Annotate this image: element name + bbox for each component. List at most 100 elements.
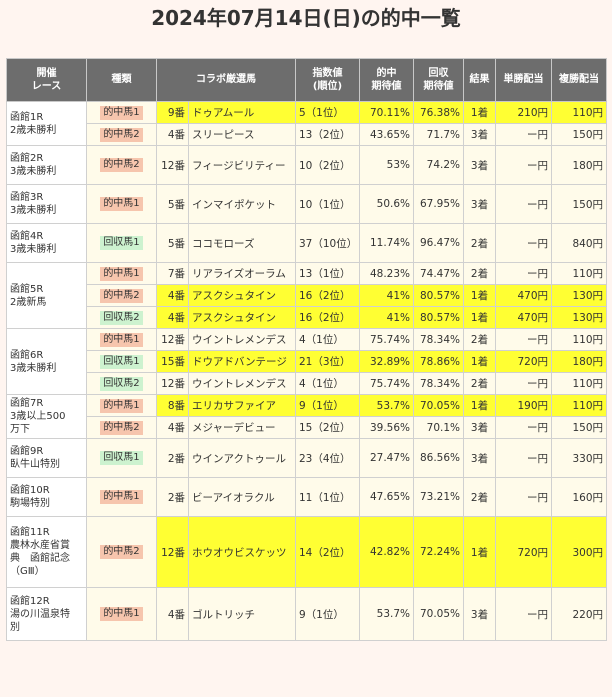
table-row: 函館10R 駒場特別 的中馬1 2番 ビーアイオラクル 11（1位） 47.65% 73.21… — [6, 477, 607, 517]
win-payout: ー円 — [495, 416, 552, 439]
horse-number: 5番 — [156, 223, 189, 263]
win-payout: ー円 — [495, 372, 552, 395]
type-badge: 的中馬1 — [100, 490, 143, 504]
table-row: 函館2R 3歳未勝利 的中馬2 12番 フィージビリティー 10（2位） 53% 74.2% 3… — [6, 145, 607, 185]
place-payout: 220円 — [551, 587, 607, 641]
hit-expectation: 50.6% — [359, 184, 414, 224]
index-value: 4（1位） — [295, 328, 360, 351]
horse-name: ホウオウビスケッツ — [188, 516, 296, 588]
table-row: 函館7R 3歳以上500 万下 的中馬1 8番 エリカサファイア 9（1位） 53.7% 70.… — [6, 394, 607, 439]
hit-expectation: 27.47% — [359, 438, 414, 478]
recovery-expectation: 70.05% — [413, 394, 464, 417]
header-hit-expect: 的中 期待値 — [359, 58, 414, 102]
horse-number: 7番 — [156, 262, 189, 285]
recovery-expectation: 80.57% — [413, 284, 464, 307]
race-name: 函館12R 湯の川温泉特別 — [6, 587, 87, 641]
place-payout: 110円 — [551, 394, 607, 417]
win-payout: 720円 — [495, 350, 552, 373]
table-row: 函館12R 湯の川温泉特別的中馬1 4番 ゴルトリッチ 9（1位） 53.7% 70.05%… — [6, 587, 607, 641]
header-recovery-expect: 回収 期待値 — [413, 58, 464, 102]
type-badge: 的中馬1 — [100, 105, 143, 120]
table-row: 回収馬1 15番 ドウアドバンテージ 21（3位） 32.89% 78.86% 1着 720円… — [7, 350, 607, 373]
win-payout: ー円 — [495, 145, 552, 185]
index-value: 10（2位） — [295, 145, 360, 185]
header-race: 開催 レース — [6, 58, 87, 102]
index-value: 4（1位） — [295, 372, 360, 395]
horse-name: ドウアドバンテージ — [188, 350, 296, 373]
type-badge: 回収馬2 — [100, 376, 143, 391]
hit-expectation: 42.82% — [359, 516, 414, 588]
hit-expectation: 43.65% — [359, 123, 414, 146]
win-payout: 190円 — [495, 394, 552, 417]
index-value: 9（1位） — [295, 394, 360, 417]
recovery-expectation: 70.1% — [413, 416, 464, 439]
place-payout: 160円 — [551, 477, 607, 517]
horse-name: ドゥアムール — [188, 101, 296, 124]
hit-expectation: 53.7% — [359, 394, 414, 417]
header-place-payout: 複勝配当 — [551, 58, 607, 102]
recovery-expectation: 78.34% — [413, 372, 464, 395]
horse-number: 2番 — [156, 477, 189, 517]
result: 2着 — [463, 372, 496, 395]
race-name: 函館2R 3歳未勝利 — [6, 145, 87, 185]
horse-number: 12番 — [156, 328, 189, 351]
horse-number: 4番 — [156, 587, 189, 641]
table-row: 函館3R 3歳未勝利 的中馬1 5番 インマイポケット 10（1位） 50.6% 67.95%… — [6, 184, 607, 224]
recovery-expectation: 73.21% — [413, 477, 464, 517]
win-payout: ー円 — [495, 223, 552, 263]
result: 1着 — [463, 284, 496, 307]
place-payout: 300円 — [551, 516, 607, 588]
horse-number: 4番 — [156, 306, 189, 329]
race-name: 函館5R 2歳新馬 — [6, 262, 87, 329]
type-badge: 的中馬2 — [100, 420, 143, 435]
index-value: 37（10位） — [295, 223, 360, 263]
type-cell: 的中馬1 — [86, 394, 157, 417]
table-row: 函館5R 2歳新馬 的中馬1 7番 リアライズオーラム 13（1位） 48.23% 74.47… — [6, 262, 607, 329]
table-row: 的中馬2 4番 スリーピース 13（2位） 43.65% 71.7% 3着 ー円 150円 — [7, 123, 607, 146]
table-row: 的中馬2 4番 メジャーデビュー 15（2位） 39.56% 70.1% 3着 ー円 150円 — [7, 416, 607, 439]
horse-name: ココモローズ — [188, 223, 296, 263]
table-row: 函館1R 2歳未勝利 的中馬1 9番 ドゥアムール 5（1位） 70.11% 76.38% 1着… — [6, 101, 607, 146]
result: 3着 — [463, 145, 496, 185]
type-badge: 的中馬1 — [100, 398, 143, 413]
type-cell: 回収馬2 — [86, 306, 157, 329]
type-cell: 的中馬1 — [86, 262, 157, 285]
race-name: 函館9R 臥牛山特別 — [6, 438, 87, 478]
horse-number: 4番 — [156, 416, 189, 439]
index-value: 13（2位） — [295, 123, 360, 146]
index-value: 14（2位） — [295, 516, 360, 588]
type-badge: 回収馬1 — [100, 354, 143, 369]
table-row: 的中馬2 4番 アスクシュタイン 16（2位） 41% 80.57% 1着 470円 130円 — [7, 284, 607, 307]
index-value: 15（2位） — [295, 416, 360, 439]
horse-name: アスクシュタイン — [188, 284, 296, 307]
hit-expectation: 48.23% — [359, 262, 414, 285]
type-badge: 的中馬2 — [100, 158, 143, 172]
table-row: 函館11R 農林水産省賞典 函館記念 （GⅢ） 的中馬2 12番 ホウオウビスケッツ 14（… — [6, 516, 607, 588]
type-cell: 的中馬1 — [86, 587, 157, 641]
result: 1着 — [463, 516, 496, 588]
type-badge: 的中馬2 — [100, 545, 143, 559]
recovery-expectation: 76.38% — [413, 101, 464, 124]
result: 1着 — [463, 350, 496, 373]
results-table: 開催 レース 種類 コラボ厳選馬 指数値 (順位) 的中 期待値 回収 期待値 結果 単… — [6, 58, 607, 641]
horse-number: 5番 — [156, 184, 189, 224]
result: 1着 — [463, 306, 496, 329]
type-cell: 的中馬2 — [86, 416, 157, 439]
horse-name: スリーピース — [188, 123, 296, 146]
hit-expectation: 41% — [359, 284, 414, 307]
type-cell: 的中馬2 — [86, 145, 157, 185]
type-badge: 的中馬1 — [100, 332, 143, 347]
result: 2着 — [463, 328, 496, 351]
result: 3着 — [463, 438, 496, 478]
place-payout: 330円 — [551, 438, 607, 478]
race-name: 函館10R 駒場特別 — [6, 477, 87, 517]
recovery-expectation: 74.47% — [413, 262, 464, 285]
win-payout: ー円 — [495, 477, 552, 517]
table-row: 函館4R 3歳未勝利 回収馬1 5番 ココモローズ 37（10位） 11.74% 96.47%… — [6, 223, 607, 263]
hit-expectation: 47.65% — [359, 477, 414, 517]
type-cell: 回収馬1 — [86, 350, 157, 373]
horse-name: アスクシュタイン — [188, 306, 296, 329]
place-payout: 180円 — [551, 145, 607, 185]
type-cell: 的中馬1 — [86, 184, 157, 224]
recovery-expectation: 78.34% — [413, 328, 464, 351]
